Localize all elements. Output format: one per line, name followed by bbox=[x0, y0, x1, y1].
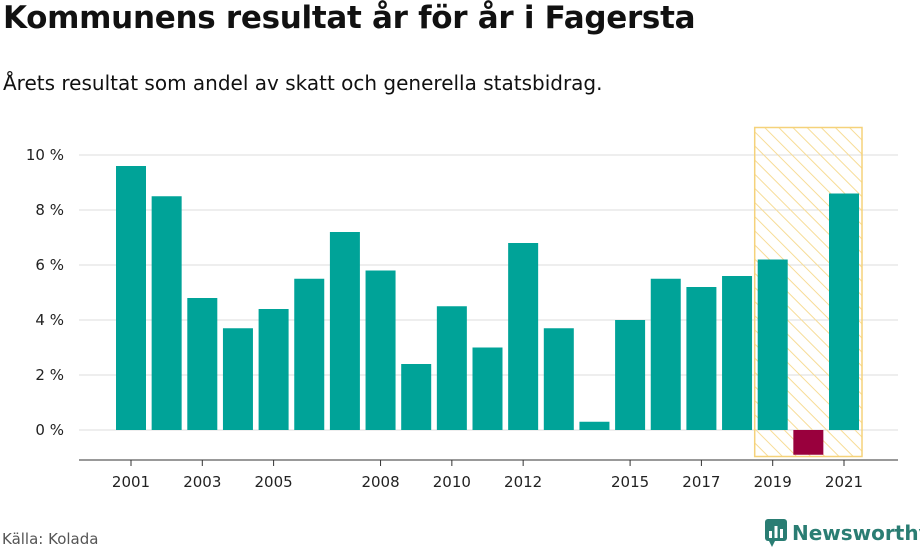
chart-subtitle: Årets resultat som andel av skatt och ge… bbox=[3, 71, 603, 95]
x-tick-label: 2008 bbox=[361, 473, 399, 491]
bar-2008 bbox=[365, 270, 396, 430]
y-axis-labels: 0 % 2 % 4 % 6 % 8 % 10 % bbox=[26, 146, 64, 439]
bar-2009 bbox=[401, 364, 432, 430]
bar-2010 bbox=[436, 306, 467, 430]
bar-2015 bbox=[615, 320, 646, 430]
y-tick-label: 8 % bbox=[35, 201, 64, 219]
y-tick-label: 0 % bbox=[35, 421, 64, 439]
bar-2002 bbox=[151, 196, 182, 430]
bar-2020 bbox=[793, 430, 824, 455]
x-tick-label: 2010 bbox=[433, 473, 471, 491]
bar-2012 bbox=[508, 243, 539, 430]
x-tick-label: 2001 bbox=[112, 473, 150, 491]
bar-chart: 0 % 2 % 4 % 6 % 8 % 10 % 2001 2003 2005 2008 2010… bbox=[26, 126, 898, 491]
bar-2013 bbox=[543, 328, 574, 430]
bar-2001 bbox=[116, 166, 146, 430]
x-axis-labels: 2001 2003 2005 2008 2010 2012 2015 2017 2019 2021 bbox=[112, 473, 863, 491]
brand-logo: Newsworthy bbox=[765, 519, 920, 547]
bar-2021 bbox=[829, 193, 859, 430]
bars bbox=[116, 166, 859, 455]
bar-2018 bbox=[722, 276, 753, 430]
bar-2011 bbox=[472, 347, 503, 430]
bar-2007 bbox=[329, 232, 360, 430]
bar-2006 bbox=[294, 278, 325, 430]
brand-name: Newsworthy bbox=[792, 521, 920, 545]
bar-2004 bbox=[222, 328, 253, 430]
x-tick-label: 2015 bbox=[611, 473, 649, 491]
y-tick-label: 4 % bbox=[35, 311, 64, 329]
x-tick-label: 2003 bbox=[183, 473, 221, 491]
x-tick-label: 2005 bbox=[255, 473, 293, 491]
newsworthy-logo-icon bbox=[765, 519, 787, 547]
bar-2014 bbox=[579, 421, 610, 430]
y-tick-label: 10 % bbox=[26, 146, 64, 164]
y-tick-label: 2 % bbox=[35, 366, 64, 384]
bar-2005 bbox=[258, 309, 289, 430]
x-tick-label: 2021 bbox=[825, 473, 863, 491]
bar-2003 bbox=[187, 298, 218, 430]
x-axis bbox=[79, 459, 898, 466]
bar-2017 bbox=[686, 287, 717, 430]
x-tick-label: 2019 bbox=[754, 473, 792, 491]
bar-2016 bbox=[650, 278, 681, 430]
x-tick-label: 2017 bbox=[682, 473, 720, 491]
y-tick-label: 6 % bbox=[35, 256, 64, 274]
bar-2019 bbox=[757, 259, 788, 430]
x-tick-label: 2012 bbox=[504, 473, 542, 491]
chart-title: Kommunens resultat år för år i Fagersta bbox=[3, 0, 696, 36]
source-note: Källa: Kolada bbox=[2, 530, 99, 548]
